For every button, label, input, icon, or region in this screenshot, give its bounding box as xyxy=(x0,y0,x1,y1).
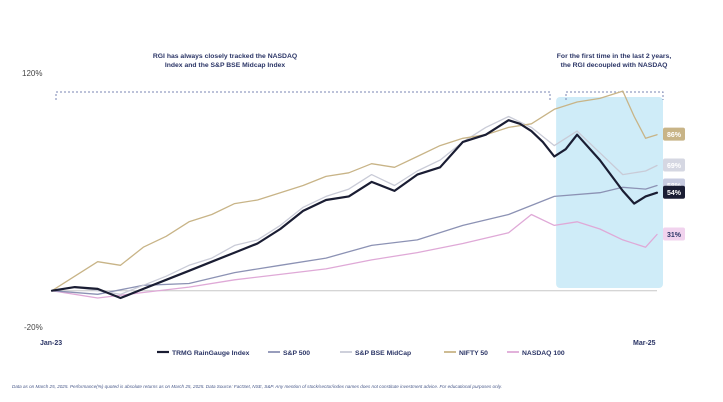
footnote: Data as on March 25, 2025. Performance(%… xyxy=(12,384,502,389)
annotation-brackets xyxy=(55,91,664,100)
legend-label: S&P BSE MidCap xyxy=(355,350,411,357)
x-tick-mar-25: Mar-25 xyxy=(633,340,656,347)
legend-label: NIFTY 50 xyxy=(459,350,488,357)
end-label-nifty-50: 86% xyxy=(663,127,685,141)
legend-item-trmg-raingauge-index: TRMG RainGauge Index xyxy=(157,350,250,357)
legend-item-s-p-500: S&P 500 xyxy=(268,350,310,357)
legend-label: NASDAQ 100 xyxy=(522,350,565,357)
svg-text:54%: 54% xyxy=(667,190,682,197)
legend-label: S&P 500 xyxy=(283,350,310,357)
svg-text:69%: 69% xyxy=(667,163,682,170)
end-label-trmg-raingauge-index: 54% xyxy=(663,185,685,199)
x-tick-jan-23: Jan-23 xyxy=(40,340,62,347)
end-label-nasdaq-100: 31% xyxy=(663,227,685,241)
legend-item-nifty-50: NIFTY 50 xyxy=(444,350,488,357)
annotation-right-bracket xyxy=(565,91,664,100)
end-value-labels: 86%69%58%54%31% xyxy=(663,127,685,241)
series-lines xyxy=(50,90,659,300)
series-line-s-p-500 xyxy=(51,184,658,295)
annotation-left-line1: RGI has always closely tracked the NASDA… xyxy=(153,53,297,60)
legend: TRMG RainGauge Index S&P 500 S&P BSE MidCa… xyxy=(157,350,565,357)
decoupling-highlight-region xyxy=(556,97,663,288)
y-tick-120: 120% xyxy=(22,69,42,78)
svg-text:86%: 86% xyxy=(667,132,682,139)
end-label-s-p-bse-midcap: 69% xyxy=(663,158,685,172)
annotation-right-line1: For the first time in the last 2 years, xyxy=(557,53,672,60)
legend-item-s-p-bse-midcap: S&P BSE MidCap xyxy=(340,350,411,357)
y-tick-minus-20: -20% xyxy=(24,323,43,332)
legend-item-nasdaq-100: NASDAQ 100 xyxy=(507,350,565,357)
legend-label: TRMG RainGauge Index xyxy=(172,350,250,357)
annotation-right-line2: the RGI decoupled with NASDAQ xyxy=(561,62,668,69)
annotation-left-bracket xyxy=(55,91,551,100)
series-line-trmg-raingauge-index xyxy=(50,119,659,300)
annotation-left-line2: Index and the S&P BSE Midcap Index xyxy=(165,62,286,69)
series-line-nifty-50 xyxy=(51,90,658,292)
svg-text:31%: 31% xyxy=(667,232,682,239)
series-line-s-p-bse-midcap xyxy=(51,115,658,295)
series-line-nasdaq-100 xyxy=(51,213,658,299)
